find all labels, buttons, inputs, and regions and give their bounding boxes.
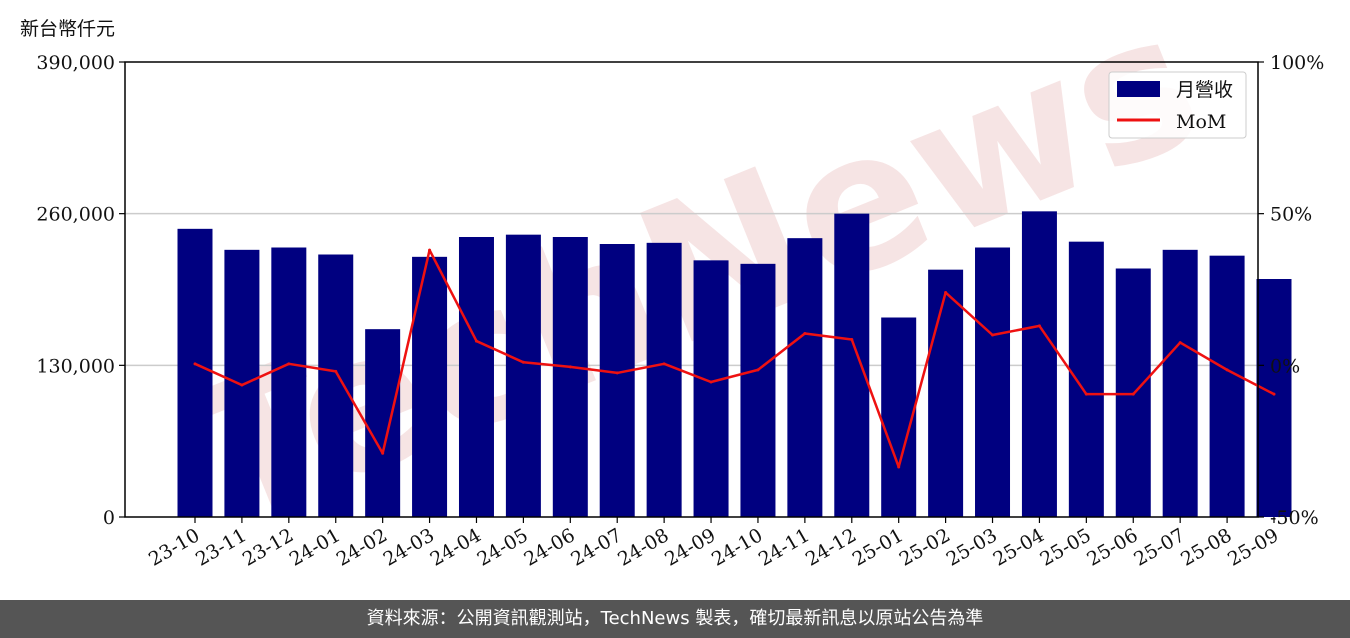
x-tick-label: 24-05 [473, 524, 531, 570]
mom-point-24-05 [521, 360, 525, 364]
legend-line-label: MoM [1176, 111, 1226, 133]
mom-line [194, 248, 1275, 469]
bar-25-09 [1256, 279, 1292, 517]
plot-frame [124, 61, 1259, 518]
bar-25-08 [1209, 255, 1245, 517]
left-tick-label: 130,000 [36, 355, 115, 377]
mom-point-24-02 [381, 451, 385, 455]
mom-point-25-06 [1131, 392, 1135, 396]
bar-23-12 [271, 247, 307, 517]
bar-25-05 [1068, 241, 1104, 517]
x-tick-label: 24-09 [661, 524, 719, 570]
legend: 月營收 MoM [1108, 71, 1247, 139]
bar-24-02 [365, 329, 401, 517]
x-tick-label: 25-02 [896, 524, 954, 570]
mom-point-24-06 [568, 365, 572, 369]
x-tick-label: 24-03 [380, 524, 438, 570]
bar-24-08 [646, 242, 682, 518]
mom-point-25-04 [1037, 324, 1041, 328]
mom-point-24-10 [756, 368, 760, 372]
bar-23-11 [224, 249, 260, 518]
bar-25-02 [928, 269, 964, 517]
mom-point-24-04 [474, 339, 478, 343]
right-tick-label: 100% [1270, 52, 1324, 74]
mom-point-24-11 [803, 331, 807, 335]
mom-point-25-08 [1225, 368, 1229, 372]
x-tick-label: 25-04 [989, 524, 1047, 570]
bar-24-09 [693, 260, 729, 517]
mom-point-24-09 [709, 380, 713, 384]
footer-source: 資料來源：公開資訊觀測站，TechNews 製表，確切最新訊息以原站公告為準 [0, 600, 1350, 638]
x-tick-label: 24-12 [802, 524, 860, 570]
bar-24-01 [318, 254, 354, 517]
bar-25-03 [975, 247, 1011, 517]
mom-point-24-08 [662, 362, 666, 366]
x-tick-label: 23-10 [145, 524, 203, 570]
mom-point-25-01 [897, 465, 901, 469]
x-tick-label: 24-11 [755, 524, 813, 570]
left-tick-label: 0 [103, 507, 115, 529]
mom-point-25-07 [1178, 341, 1182, 345]
x-tick-label: 25-07 [1130, 524, 1188, 570]
mom-point-24-01 [334, 369, 338, 373]
bar-24-06 [552, 237, 588, 517]
right-tick-label: -50% [1270, 507, 1319, 529]
x-tick-label: 25-06 [1083, 524, 1141, 570]
bar-24-04 [458, 237, 494, 517]
mom-point-24-07 [615, 371, 619, 375]
right-tick-label: 50% [1270, 204, 1312, 226]
bar-25-01 [881, 317, 917, 517]
bar-24-10 [740, 263, 776, 517]
mom-point-24-03 [428, 248, 432, 252]
x-tick-label: 24-08 [614, 524, 672, 570]
bar-24-07 [599, 244, 635, 517]
x-tick-label: 25-08 [1177, 524, 1235, 570]
mom-point-25-03 [991, 333, 995, 337]
bar-25-04 [1021, 211, 1057, 518]
mom-point-23-12 [287, 362, 291, 366]
x-tick-label: 24-04 [427, 524, 485, 570]
bar-24-05 [505, 234, 541, 517]
chart: TechNews 0130,000260,000390,000-50%0%50%… [36, 0, 1324, 571]
mom-point-25-02 [944, 291, 948, 295]
legend-bar-swatch [1117, 81, 1160, 97]
bar-24-03 [412, 256, 448, 517]
x-tick-label: 24-10 [708, 524, 766, 570]
bar-24-12 [834, 213, 870, 517]
x-tick-label: 25-03 [943, 524, 1001, 570]
bar-25-07 [1162, 249, 1198, 518]
left-tick-label: 260,000 [36, 204, 115, 226]
x-tick-label: 25-01 [849, 524, 907, 570]
mom-point-23-11 [240, 383, 244, 387]
x-tick-label: 25-05 [1036, 524, 1094, 570]
mom-point-24-12 [850, 338, 854, 342]
mom-point-25-09 [1272, 392, 1276, 396]
bar-24-11 [787, 238, 823, 517]
bar-23-10 [177, 228, 213, 518]
x-tick-label: 24-06 [520, 524, 578, 570]
left-tick-label: 390,000 [36, 52, 115, 74]
mom-point-23-10 [193, 362, 197, 366]
x-tick-label: 24-07 [567, 524, 625, 570]
x-tick-label: 25-09 [1224, 524, 1282, 570]
x-tick-label: 23-11 [192, 524, 250, 570]
right-tick-label: 0% [1270, 355, 1300, 377]
mom-point-25-05 [1084, 392, 1088, 396]
unit-label: 新台幣仟元 [20, 18, 116, 40]
legend-bar-label: 月營收 [1176, 79, 1233, 101]
